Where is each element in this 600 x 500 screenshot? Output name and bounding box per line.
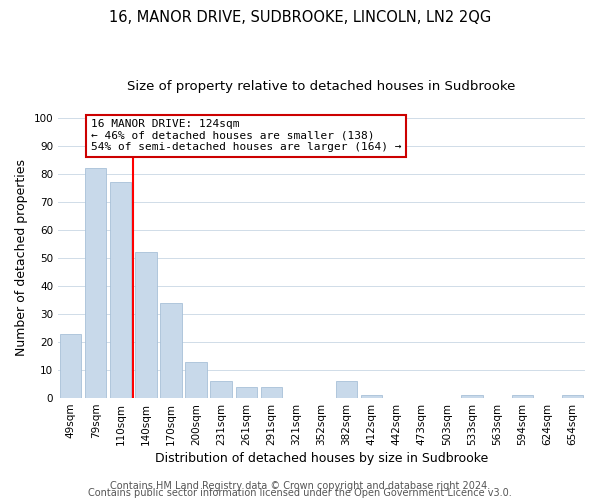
Bar <box>211 382 232 398</box>
X-axis label: Distribution of detached houses by size in Sudbrooke: Distribution of detached houses by size … <box>155 452 488 465</box>
Bar <box>361 396 382 398</box>
Bar <box>512 396 533 398</box>
Text: Contains HM Land Registry data © Crown copyright and database right 2024.: Contains HM Land Registry data © Crown c… <box>110 481 490 491</box>
Text: 16, MANOR DRIVE, SUDBROOKE, LINCOLN, LN2 2QG: 16, MANOR DRIVE, SUDBROOKE, LINCOLN, LN2… <box>109 10 491 25</box>
Bar <box>562 396 583 398</box>
Text: 16 MANOR DRIVE: 124sqm
← 46% of detached houses are smaller (138)
54% of semi-de: 16 MANOR DRIVE: 124sqm ← 46% of detached… <box>91 119 401 152</box>
Text: Contains public sector information licensed under the Open Government Licence v3: Contains public sector information licen… <box>88 488 512 498</box>
Bar <box>236 387 257 398</box>
Bar <box>160 303 182 398</box>
Bar <box>260 387 282 398</box>
Bar <box>185 362 207 398</box>
Bar <box>85 168 106 398</box>
Bar <box>135 252 157 398</box>
Bar <box>110 182 131 398</box>
Bar <box>60 334 81 398</box>
Title: Size of property relative to detached houses in Sudbrooke: Size of property relative to detached ho… <box>127 80 516 93</box>
Bar <box>336 382 357 398</box>
Y-axis label: Number of detached properties: Number of detached properties <box>15 160 28 356</box>
Bar <box>461 396 483 398</box>
